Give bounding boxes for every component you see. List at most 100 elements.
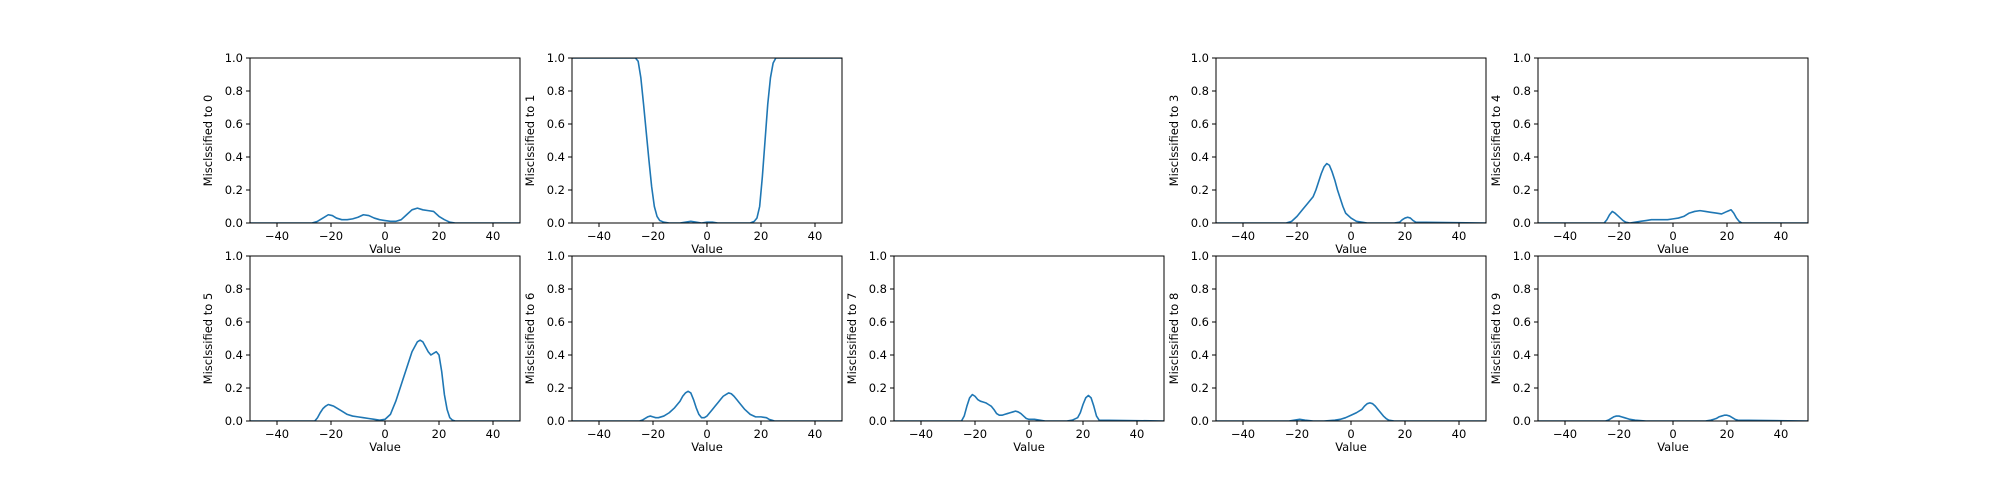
y-tick-label: 0.0 [547, 414, 565, 428]
y-tick-label: 0.8 [1191, 84, 1209, 98]
x-axis-label: Value [369, 242, 401, 256]
x-tick-label: 0 [381, 229, 388, 243]
x-axis-label: Value [1335, 440, 1367, 454]
y-tick-label: 0.6 [1191, 315, 1209, 329]
y-tick-label: 0.2 [869, 381, 887, 395]
x-tick-label: 40 [486, 427, 501, 441]
y-tick-label: 0.6 [1191, 117, 1209, 131]
y-tick-label: 0.2 [547, 183, 565, 197]
y-tick-label: 1.0 [1513, 249, 1531, 263]
y-axis-label: Misclssified to 1 [523, 95, 537, 187]
y-tick-label: 0.0 [225, 216, 243, 230]
y-tick-label: 0.4 [225, 348, 243, 362]
x-tick-label: 40 [1452, 229, 1467, 243]
y-tick-label: 0.6 [547, 117, 565, 131]
y-tick-label: 0.4 [225, 150, 243, 164]
x-tick-label: −40 [1231, 229, 1255, 243]
y-tick-label: 1.0 [547, 249, 565, 263]
x-axis-label: Value [369, 440, 401, 454]
y-tick-label: 0.0 [1191, 414, 1209, 428]
y-tick-label: 0.4 [1513, 348, 1531, 362]
panel-misclassified-to-0: −40 −20 0 20 40 0.0 0.2 0.4 0.6 0.8 1.0 Value Miscls… [201, 51, 521, 256]
y-tick-label: 0.4 [1191, 150, 1209, 164]
x-tick-label: 40 [1452, 427, 1467, 441]
x-tick-label: −20 [1285, 427, 1309, 441]
x-axis-label: Value [691, 242, 723, 256]
panel-misclassified-to-1: −40 −20 0 20 40 0.0 0.2 0.4 0.6 0.8 1.0 Value Miscls… [523, 51, 843, 256]
y-tick-label: 0.6 [1513, 315, 1531, 329]
x-tick-label: 20 [754, 427, 769, 441]
y-tick-label: 0.4 [1191, 348, 1209, 362]
y-tick-label: 0.4 [547, 150, 565, 164]
y-tick-label: 0.4 [547, 348, 565, 362]
x-tick-label: −40 [265, 229, 289, 243]
x-tick-label: −20 [319, 427, 343, 441]
x-tick-label: 20 [1720, 229, 1735, 243]
y-tick-label: 0.6 [1513, 117, 1531, 131]
y-tick-label: 0.8 [547, 282, 565, 296]
y-tick-label: 1.0 [225, 249, 243, 263]
y-tick-label: 0.8 [547, 84, 565, 98]
x-tick-label: −20 [641, 229, 665, 243]
x-tick-label: 0 [381, 427, 388, 441]
y-axis-label: Misclssified to 4 [1489, 95, 1503, 187]
panel-misclassified-to-4: −40 −20 0 20 40 0.0 0.2 0.4 0.6 0.8 1.0 Value Miscls… [1489, 51, 1809, 256]
y-axis-label: Misclssified to 6 [523, 293, 537, 385]
x-tick-label: 40 [808, 427, 823, 441]
y-tick-label: 0.0 [1513, 216, 1531, 230]
x-tick-label: 20 [432, 229, 447, 243]
x-axis-label: Value [1657, 440, 1689, 454]
x-tick-label: 20 [1398, 427, 1413, 441]
y-tick-label: 0.2 [1191, 183, 1209, 197]
x-axis-label: Value [1335, 242, 1367, 256]
y-tick-label: 0.0 [1513, 414, 1531, 428]
y-tick-label: 0.8 [1513, 84, 1531, 98]
y-tick-label: 1.0 [1513, 51, 1531, 65]
y-axis-label: Misclssified to 3 [1167, 95, 1181, 187]
x-tick-label: −20 [319, 229, 343, 243]
panel-misclassified-to-6: −40 −20 0 20 40 0.0 0.2 0.4 0.6 0.8 1.0 Value Miscls… [523, 249, 843, 454]
y-axis-label: Misclssified to 0 [201, 95, 215, 187]
x-tick-label: 20 [432, 427, 447, 441]
y-tick-label: 0.4 [1513, 150, 1531, 164]
kde-line [1216, 402, 1486, 421]
y-tick-label: 0.2 [1191, 381, 1209, 395]
y-tick-label: 0.0 [547, 216, 565, 230]
panel-misclassified-to-9: −40 −20 0 20 40 0.0 0.2 0.4 0.6 0.8 1.0 Value Miscls… [1489, 249, 1809, 454]
panel-misclassified-to-8: −40 −20 0 20 40 0.0 0.2 0.4 0.6 0.8 1.0 Value Miscls… [1167, 249, 1487, 454]
y-tick-label: 0.2 [1513, 381, 1531, 395]
y-axis-label: Misclssified to 8 [1167, 293, 1181, 385]
kde-line [1538, 414, 1808, 421]
kde-line [894, 393, 1164, 421]
x-tick-label: −40 [587, 427, 611, 441]
x-tick-label: 40 [486, 229, 501, 243]
x-tick-label: 0 [1025, 427, 1032, 441]
y-tick-label: 0.2 [1513, 183, 1531, 197]
y-tick-label: 0.4 [869, 348, 887, 362]
y-tick-label: 0.8 [225, 84, 243, 98]
y-tick-label: 0.6 [869, 315, 887, 329]
x-axis-label: Value [1013, 440, 1045, 454]
x-tick-label: −20 [641, 427, 665, 441]
x-tick-label: −20 [1285, 229, 1309, 243]
y-tick-label: 0.8 [225, 282, 243, 296]
x-tick-label: 40 [1774, 427, 1789, 441]
y-tick-label: 0.8 [869, 282, 887, 296]
y-tick-label: 0.2 [547, 381, 565, 395]
kde-line [250, 207, 520, 223]
kde-line [1538, 209, 1808, 223]
x-axis-label: Value [691, 440, 723, 454]
x-tick-label: 40 [808, 229, 823, 243]
y-tick-label: 0.0 [869, 414, 887, 428]
x-tick-label: −40 [909, 427, 933, 441]
y-axis-label: Misclssified to 5 [201, 293, 215, 385]
x-tick-label: −40 [1231, 427, 1255, 441]
y-tick-label: 0.6 [547, 315, 565, 329]
x-tick-label: 0 [1669, 229, 1676, 243]
kde-line [572, 390, 842, 421]
x-axis-label: Value [1657, 242, 1689, 256]
x-tick-label: −40 [587, 229, 611, 243]
y-tick-label: 0.8 [1513, 282, 1531, 296]
y-tick-label: 1.0 [547, 51, 565, 65]
